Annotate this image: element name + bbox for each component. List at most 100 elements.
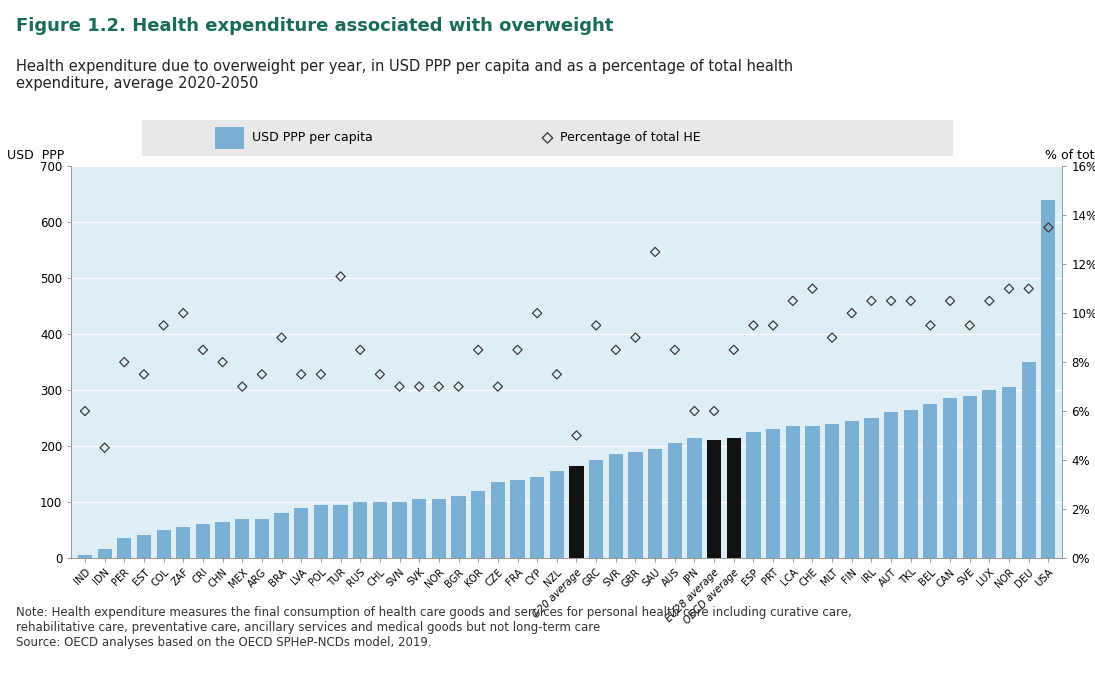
Text: USD PPP per capita: USD PPP per capita <box>252 132 372 144</box>
Point <box>626 332 644 343</box>
Bar <box>216 522 230 558</box>
Bar <box>275 513 289 558</box>
Point <box>646 247 664 258</box>
Text: Note: Health expenditure measures the final consumption of health care goods and: Note: Health expenditure measures the fi… <box>16 606 852 649</box>
Point <box>666 344 683 356</box>
Bar <box>629 452 643 558</box>
Bar <box>707 441 722 558</box>
Bar <box>844 421 858 558</box>
Point <box>823 332 841 343</box>
Point <box>115 356 132 367</box>
Bar <box>334 505 347 558</box>
Bar <box>372 502 387 558</box>
Bar <box>825 423 839 558</box>
Bar <box>216 127 243 149</box>
Bar <box>353 502 367 558</box>
Bar <box>903 410 918 558</box>
Point <box>154 320 172 331</box>
Point <box>292 369 310 380</box>
Point <box>194 344 211 356</box>
Bar <box>255 518 269 558</box>
Point <box>214 356 231 367</box>
Text: Percentage of total HE: Percentage of total HE <box>560 132 701 144</box>
Point <box>902 295 920 306</box>
Point <box>351 344 369 356</box>
Bar <box>491 482 505 558</box>
Point <box>725 344 742 356</box>
Point <box>539 132 556 143</box>
Bar <box>688 437 702 558</box>
Point <box>883 295 900 306</box>
Point <box>253 369 270 380</box>
Bar <box>137 536 151 558</box>
Bar <box>943 398 957 558</box>
Point <box>961 320 979 331</box>
Point <box>843 308 861 319</box>
Text: USD  PPP: USD PPP <box>7 150 64 162</box>
Point <box>745 320 762 331</box>
Bar <box>412 499 426 558</box>
Point <box>1039 222 1057 233</box>
Point <box>981 295 999 306</box>
Point <box>470 344 487 356</box>
Bar <box>1022 362 1036 558</box>
Text: Figure 1.2. Health expenditure associated with overweight: Figure 1.2. Health expenditure associate… <box>16 17 614 35</box>
Bar <box>510 480 525 558</box>
Point <box>174 308 192 319</box>
Point <box>489 381 507 392</box>
Point <box>312 369 330 380</box>
Bar <box>471 491 485 558</box>
Bar <box>884 412 898 558</box>
Bar <box>786 426 799 558</box>
Bar <box>1002 387 1016 558</box>
Bar <box>392 502 406 558</box>
Bar <box>157 530 171 558</box>
Bar <box>589 460 603 558</box>
Point <box>77 405 94 416</box>
Text: % of total HE: % of total HE <box>1045 150 1095 162</box>
Point <box>705 405 723 416</box>
Bar <box>1041 200 1056 558</box>
Point <box>549 369 566 380</box>
Bar <box>766 429 781 558</box>
Bar <box>668 444 682 558</box>
Bar <box>805 426 819 558</box>
Bar <box>963 396 977 558</box>
Point <box>233 381 251 392</box>
Bar <box>550 471 564 558</box>
Bar <box>648 449 662 558</box>
Point <box>371 369 389 380</box>
Point <box>450 381 468 392</box>
Point <box>391 381 408 392</box>
Bar <box>117 538 131 558</box>
Point <box>96 442 114 453</box>
Point <box>1019 283 1037 295</box>
Bar <box>609 455 623 558</box>
Point <box>1001 283 1018 295</box>
Bar <box>97 550 112 558</box>
Point <box>509 344 527 356</box>
Bar <box>451 496 465 558</box>
Bar <box>196 525 210 558</box>
Point <box>942 295 959 306</box>
Point <box>135 369 152 380</box>
Bar <box>727 437 741 558</box>
Bar <box>235 518 250 558</box>
Point <box>332 271 349 282</box>
Point <box>784 295 802 306</box>
Bar <box>982 390 996 558</box>
Bar <box>431 499 446 558</box>
Bar <box>295 507 309 558</box>
Point <box>430 381 448 392</box>
Bar <box>78 555 92 558</box>
Bar <box>747 432 761 558</box>
Point <box>587 320 604 331</box>
Bar <box>314 505 328 558</box>
Point <box>529 308 546 319</box>
Point <box>922 320 940 331</box>
Bar <box>923 404 937 558</box>
Point <box>685 405 703 416</box>
Point <box>411 381 428 392</box>
Bar <box>530 477 544 558</box>
Point <box>273 332 290 343</box>
